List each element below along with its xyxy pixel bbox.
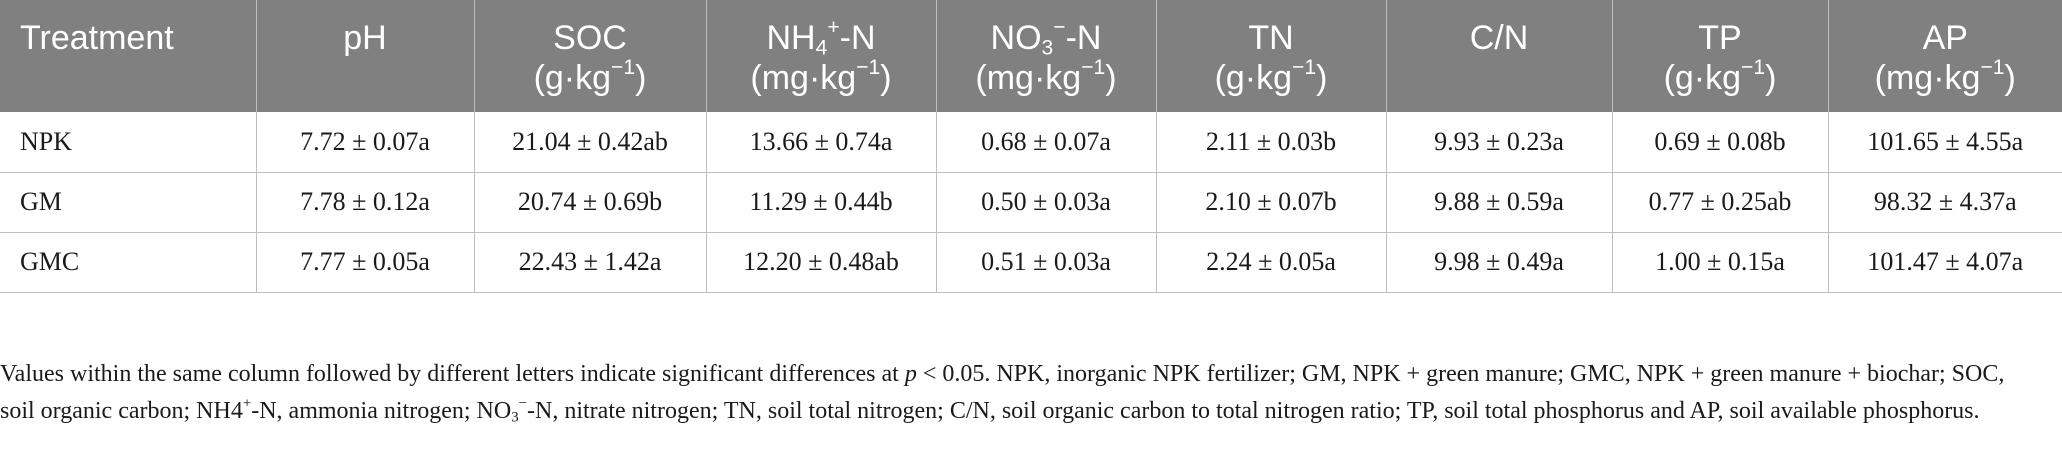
cell-nh4: 11.29 ± 0.44b — [705, 172, 936, 233]
cell-soc: 21.04 ± 0.42ab — [473, 112, 706, 173]
header-soc: SOC (g·kg−1) — [473, 0, 706, 112]
cell-no3: 0.68 ± 0.07a — [935, 112, 1156, 173]
unit-close: ) — [635, 59, 647, 97]
cell-soc: 22.43 ± 1.42a — [473, 232, 706, 293]
unit-text: (g·kg — [1214, 59, 1293, 97]
table-row: GM 7.78 ± 0.12a 20.74 ± 0.69b 11.29 ± 0.… — [0, 172, 2062, 233]
unit-exponent: −1 — [1741, 55, 1766, 79]
header-cn-label: C/N — [1469, 19, 1529, 57]
cell-ap: 101.65 ± 4.55a — [1827, 112, 2062, 173]
header-tp: TP (g·kg−1) — [1611, 0, 1828, 112]
unit-close: ) — [880, 59, 892, 97]
header-ap: AP (mg·kg−1) — [1827, 0, 2062, 112]
formula-suffix: -N — [1065, 19, 1102, 57]
formula-superscript: − — [1053, 15, 1066, 39]
formula-subscript: 4 — [815, 36, 828, 60]
header-no3-label: NO3−-N — [943, 15, 1150, 60]
cell-tp: 1.00 ± 0.15a — [1611, 232, 1828, 293]
table-container: Treatment pH SOC (g·kg−1) NH4+-N (mg·kg−… — [0, 0, 2062, 293]
cell-tn: 2.24 ± 0.05a — [1155, 232, 1386, 293]
header-no3: NO3−-N (mg·kg−1) — [935, 0, 1156, 112]
footnote-superscript: + — [242, 395, 252, 412]
header-nh4-label: NH4+-N — [713, 15, 930, 60]
unit-exponent: −1 — [1081, 55, 1106, 79]
cell-ph: 7.78 ± 0.12a — [255, 172, 474, 233]
unit-text: (g·kg — [533, 59, 612, 97]
header-nh4: NH4+-N (mg·kg−1) — [705, 0, 936, 112]
formula-text: NH — [766, 19, 816, 57]
cell-cn: 9.88 ± 0.59a — [1385, 172, 1612, 233]
formula-suffix: -N — [839, 19, 876, 57]
cell-treatment: GM — [0, 172, 256, 233]
header-treatment-label: Treatment — [20, 19, 174, 57]
soil-properties-table: Treatment pH SOC (g·kg−1) NH4+-N (mg·kg−… — [0, 0, 2062, 293]
cell-tp: 0.77 ± 0.25ab — [1611, 172, 1828, 233]
unit-close: ) — [2004, 59, 2016, 97]
header-ap-label: AP — [1922, 19, 1968, 57]
table-header: Treatment pH SOC (g·kg−1) NH4+-N (mg·kg−… — [0, 0, 2062, 112]
header-tp-unit: (g·kg−1) — [1619, 55, 1822, 98]
unit-close: ) — [1105, 59, 1117, 97]
cell-nh4: 12.20 ± 0.48ab — [705, 232, 936, 293]
unit-exponent: −1 — [1292, 55, 1317, 79]
unit-text: (g·kg — [1663, 59, 1742, 97]
header-nh4-unit: (mg·kg−1) — [713, 55, 930, 98]
cell-treatment: GMC — [0, 232, 256, 293]
unit-text: (mg·kg — [975, 59, 1082, 97]
cell-ph: 7.72 ± 0.07a — [255, 112, 474, 173]
footnote-superscript: − — [518, 395, 528, 412]
header-tn-label: TN — [1248, 19, 1294, 57]
cell-no3: 0.50 ± 0.03a — [935, 172, 1156, 233]
unit-text: (mg·kg — [750, 59, 857, 97]
unit-exponent: −1 — [856, 55, 881, 79]
cell-no3: 0.51 ± 0.03a — [935, 232, 1156, 293]
unit-close: ) — [1316, 59, 1328, 97]
footnote-subscript: 3 — [511, 409, 519, 426]
table-body: NPK 7.72 ± 0.07a 21.04 ± 0.42ab 13.66 ± … — [0, 112, 2062, 293]
cell-tn: 2.11 ± 0.03b — [1155, 112, 1386, 173]
cell-ph: 7.77 ± 0.05a — [255, 232, 474, 293]
cell-ap: 98.32 ± 4.37a — [1827, 172, 2062, 233]
header-soc-unit: (g·kg−1) — [481, 55, 700, 98]
footnote-text: < 0.05. NPK, inorganic NPK fertilizer; G… — [0, 361, 2005, 424]
header-tp-label: TP — [1698, 19, 1742, 57]
header-tn: TN (g·kg−1) — [1155, 0, 1386, 112]
cell-cn: 9.98 ± 0.49a — [1385, 232, 1612, 293]
table-row: GMC 7.77 ± 0.05a 22.43 ± 1.42a 12.20 ± 0… — [0, 232, 2062, 293]
header-soc-label: SOC — [553, 19, 627, 57]
cell-treatment: NPK — [0, 112, 256, 173]
formula-text: NO — [990, 19, 1042, 57]
footnote-text: Values within the same column followed b… — [0, 361, 905, 387]
table-footnote: Values within the same column followed b… — [0, 356, 2040, 430]
table-row: NPK 7.72 ± 0.07a 21.04 ± 0.42ab 13.66 ± … — [0, 112, 2062, 173]
footnote-text: -N, nitrate nitrogen; TN, soil total nit… — [527, 398, 1980, 424]
formula-superscript: + — [827, 15, 840, 39]
header-ap-unit: (mg·kg−1) — [1835, 55, 2057, 98]
header-ph: pH — [255, 0, 474, 112]
header-ph-label: pH — [343, 19, 387, 57]
cell-tn: 2.10 ± 0.07b — [1155, 172, 1386, 233]
cell-ap: 101.47 ± 4.07a — [1827, 232, 2062, 293]
unit-text: (mg·kg — [1874, 59, 1981, 97]
cell-nh4: 13.66 ± 0.74a — [705, 112, 936, 173]
header-treatment: Treatment — [0, 0, 256, 112]
cell-cn: 9.93 ± 0.23a — [1385, 112, 1612, 173]
footnote-p-symbol: p — [904, 361, 917, 387]
unit-close: ) — [1765, 59, 1777, 97]
unit-exponent: −1 — [1980, 55, 2005, 79]
header-row: Treatment pH SOC (g·kg−1) NH4+-N (mg·kg−… — [0, 0, 2062, 112]
header-cn: C/N — [1385, 0, 1612, 112]
header-tn-unit: (g·kg−1) — [1163, 55, 1380, 98]
cell-soc: 20.74 ± 0.69b — [473, 172, 706, 233]
formula-subscript: 3 — [1041, 36, 1054, 60]
cell-tp: 0.69 ± 0.08b — [1611, 112, 1828, 173]
unit-exponent: −1 — [611, 55, 636, 79]
footnote-text: -N, ammonia nitrogen; NO — [251, 398, 512, 424]
header-no3-unit: (mg·kg−1) — [943, 55, 1150, 98]
